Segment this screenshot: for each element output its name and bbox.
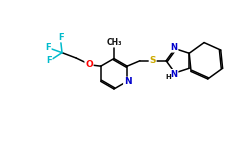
Text: F: F — [46, 56, 52, 64]
Text: CH₃: CH₃ — [106, 38, 122, 47]
Text: H: H — [165, 74, 171, 80]
Text: N: N — [124, 77, 132, 86]
Text: O: O — [85, 60, 93, 69]
Text: F: F — [58, 33, 64, 42]
Text: N: N — [171, 70, 178, 79]
Text: N: N — [171, 43, 178, 52]
Text: S: S — [150, 56, 156, 65]
Text: F: F — [45, 43, 51, 52]
